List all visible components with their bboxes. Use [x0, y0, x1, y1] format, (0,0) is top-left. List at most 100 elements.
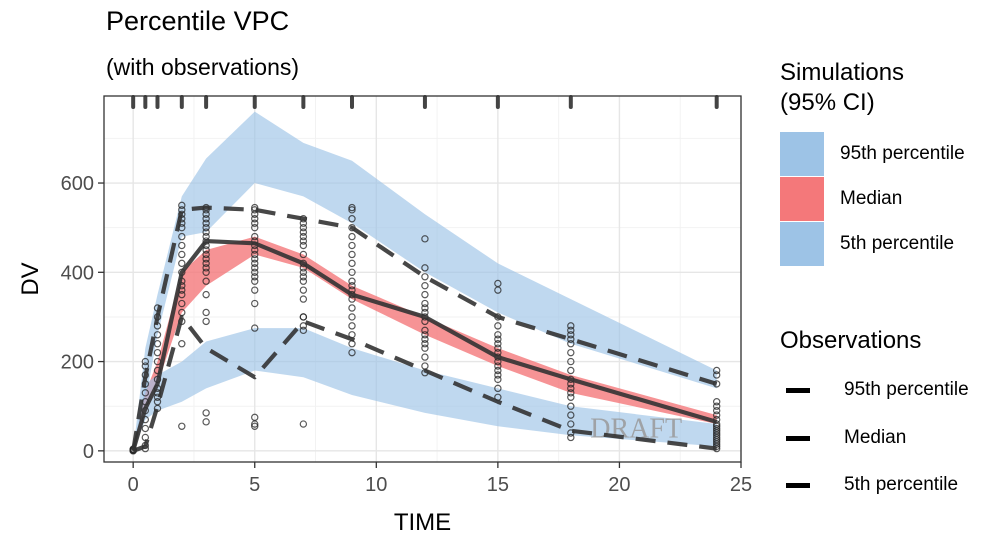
observation-point [712, 366, 721, 375]
observation-point [712, 398, 721, 406]
legend-sim-median-label: Median [840, 188, 903, 209]
observation-point [178, 201, 186, 210]
observation-point [178, 259, 186, 268]
observation-point [421, 304, 429, 312]
observation-point [178, 232, 186, 241]
legend-dash-95th [786, 387, 810, 393]
observation-point [202, 259, 210, 268]
x-tick-label: 10 [365, 474, 387, 496]
observation-point [712, 402, 721, 410]
x-tick-label: 25 [730, 474, 752, 496]
observation-point [348, 206, 356, 214]
observation-point [178, 299, 186, 308]
observation-point [348, 232, 356, 241]
legend-obs-95th: 95th percentile [780, 375, 969, 405]
observation-point [202, 250, 210, 259]
observation-point [251, 413, 259, 422]
observation-point [202, 308, 210, 317]
observation-point [348, 322, 356, 330]
legend-sim-95th: 95th percentile [780, 132, 965, 176]
observation-point [299, 228, 308, 236]
x-tick-label: 5 [249, 474, 260, 496]
observation-point [712, 424, 721, 433]
observation-point [299, 313, 308, 321]
observation-point [421, 340, 429, 348]
observation-point [712, 411, 721, 419]
legend-obs-5th: 5th percentile [780, 470, 958, 500]
observation-point [494, 366, 502, 375]
observation-point [348, 348, 356, 357]
observation-point [494, 340, 502, 348]
observation-point [567, 420, 575, 428]
observation-point [567, 393, 575, 401]
observation-point [251, 203, 259, 212]
observation-point [141, 357, 150, 366]
legend-sim-95th-label: 95th percentile [840, 143, 965, 164]
observation-point [251, 223, 259, 232]
observation-point [178, 241, 186, 250]
x-tick-label: 15 [487, 474, 509, 496]
observation-point [153, 398, 162, 406]
legend-dash-5th [786, 482, 810, 488]
observation-point [202, 418, 210, 426]
observation-point [202, 246, 210, 254]
observation-point [421, 353, 429, 361]
simulations-legend-title: Simulations (95% CI) [780, 58, 904, 118]
y-tick-label: 600 [61, 173, 94, 195]
obs-line-5th-percentile [132, 314, 717, 453]
x-axis-title: TIME [394, 509, 451, 536]
observation-point [251, 250, 259, 259]
observation-point [494, 362, 502, 370]
legend-swatch-5th [780, 222, 824, 266]
observation-point [251, 246, 259, 254]
observation-point [494, 322, 502, 330]
observation-point [202, 228, 210, 236]
x-tick-label: 0 [128, 474, 139, 496]
observation-point [251, 277, 259, 285]
observation-point [251, 273, 259, 281]
y-tick-label: 400 [61, 262, 94, 284]
observation-point [567, 433, 575, 442]
observation-point [251, 215, 259, 223]
observation-point [348, 281, 356, 290]
observation-point [251, 299, 259, 308]
observation-point [421, 273, 429, 281]
observation-point [251, 268, 259, 277]
legend-sim-median: Median [780, 177, 902, 221]
observation-point [567, 402, 575, 410]
legend-sim-5th: 5th percentile [780, 222, 954, 266]
observation-point [494, 344, 502, 352]
observation-point [567, 326, 575, 335]
observation-point [348, 277, 356, 285]
observation-point [567, 389, 575, 397]
x-tick-label: 20 [608, 474, 630, 496]
observation-point [348, 241, 356, 250]
observation-point [421, 290, 429, 299]
observation-point [141, 424, 150, 433]
observation-point [494, 375, 502, 384]
observation-point [251, 232, 259, 241]
observation-point [202, 277, 210, 285]
observation-point [299, 241, 308, 250]
y-tick-label: 200 [61, 352, 94, 374]
observation-point [299, 232, 308, 241]
observation-point [299, 420, 308, 428]
simulations-legend-title-line1: Simulations [780, 59, 905, 86]
legend-sim-5th-label: 5th percentile [840, 233, 955, 254]
observation-point [251, 255, 259, 263]
chart-title: Percentile VPC [106, 6, 290, 36]
legend-obs-median: Median [780, 423, 906, 453]
observation-point [494, 279, 502, 288]
observation-point [567, 384, 575, 393]
observation-point [712, 406, 721, 415]
observation-point [202, 268, 210, 277]
observation-point [348, 268, 356, 277]
observation-point [567, 331, 575, 339]
y-axis-title: DV [17, 262, 44, 295]
observation-point [299, 326, 308, 335]
observation-point [494, 371, 502, 379]
observation-point [251, 219, 259, 227]
legend-obs-median-label: Median [844, 427, 907, 448]
observation-point [251, 286, 259, 294]
observation-point [421, 299, 429, 308]
